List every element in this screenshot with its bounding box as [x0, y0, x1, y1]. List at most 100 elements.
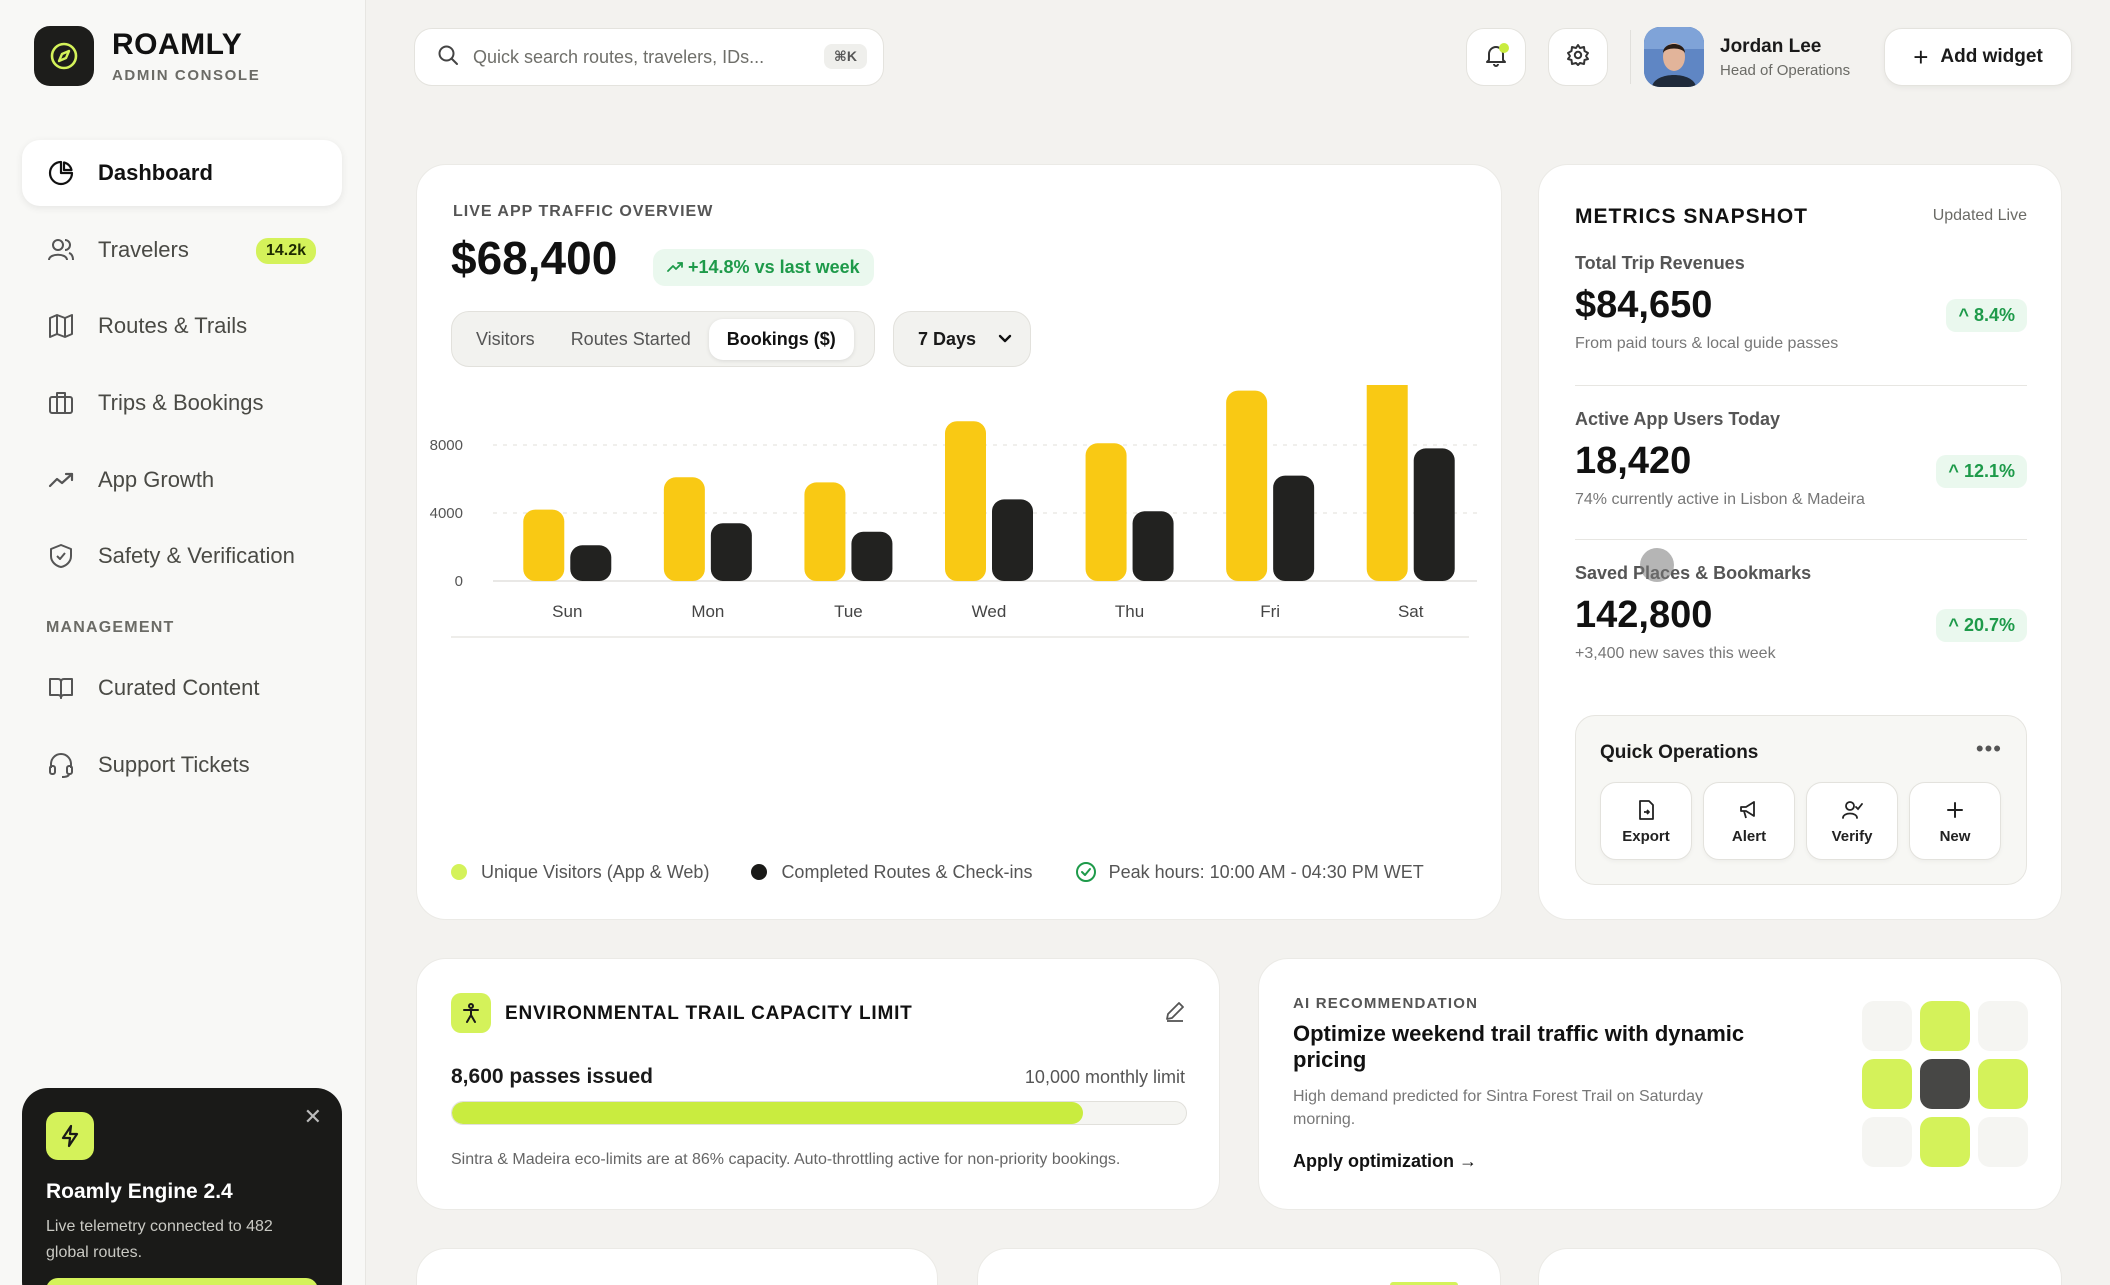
bar-visitors: [663, 477, 705, 581]
compass-logo-icon: [34, 26, 94, 86]
y-tick-label: 4000: [430, 505, 463, 522]
add-widget-label: Add widget: [1940, 46, 2043, 67]
bottom-card-3: [1538, 1248, 2062, 1285]
alert-button[interactable]: Alert: [1703, 782, 1795, 860]
x-tick-label: Sat: [1398, 602, 1424, 621]
search-input[interactable]: [473, 46, 813, 68]
metric-subtext: +3,400 new saves this week: [1575, 645, 1776, 662]
x-tick-label: Fri: [1260, 602, 1280, 621]
metric-delta-value: 20.7%: [1963, 615, 2015, 635]
apply-optimization-link[interactable]: Apply optimization →: [1293, 1151, 1477, 1171]
sidebar-item-safety[interactable]: Safety & Verification: [22, 523, 342, 589]
engine-title: Roamly Engine 2.4: [46, 1180, 233, 1203]
sidebar-item-dashboard[interactable]: Dashboard: [22, 140, 342, 206]
mouse-cursor: [1640, 548, 1674, 582]
shield-check-icon: [46, 541, 76, 571]
capacity-limit: 10,000 monthly limit: [1024, 1067, 1185, 1087]
bar-routes: [851, 531, 893, 581]
user-check-icon: [1841, 798, 1863, 822]
capacity-progress-fill: [452, 1102, 1084, 1124]
grid-cell: [1862, 1059, 1912, 1109]
metric-active-users: Active App Users Today 18,420 74% curren…: [1575, 409, 2027, 509]
chevron-up-icon: ^: [1958, 305, 1969, 325]
sidebar-item-app-growth[interactable]: App Growth: [22, 447, 342, 513]
grid-cell: [1920, 1117, 1970, 1167]
headset-icon: [46, 750, 76, 780]
x-tick-label: Sun: [552, 602, 582, 621]
metric-value: 142,800: [1575, 594, 1713, 636]
notifications-button[interactable]: [1466, 28, 1526, 86]
brand[interactable]: ROAMLY ADMIN CONSOLE: [34, 26, 260, 86]
capacity-title: ENVIRONMENTAL TRAIL CAPACITY LIMIT: [505, 1003, 913, 1024]
chart-legend: Unique Visitors (App & Web) Completed Ro…: [451, 861, 1466, 883]
travelers-count-badge: 14.2k: [255, 237, 316, 264]
user-profile[interactable]: Jordan Lee Head of Operations: [1644, 27, 1850, 87]
range-select[interactable]: 7 Days: [893, 311, 1031, 367]
metric-delta-badge: ^ 20.7%: [1936, 609, 2027, 642]
metric-tabs: Visitors Routes Started Bookings ($): [451, 311, 875, 367]
bar-visitors: [1366, 385, 1408, 581]
trail-capacity-card: ENVIRONMENTAL TRAIL CAPACITY LIMIT 8,600…: [416, 958, 1220, 1210]
y-tick-label: 12000: [421, 385, 463, 386]
close-icon[interactable]: ✕: [303, 1104, 322, 1129]
chevron-down-icon: [998, 330, 1012, 351]
metric-value: $84,650: [1575, 284, 1713, 326]
bottom-card-1: [416, 1248, 938, 1285]
search-icon: [437, 44, 459, 71]
sidebar-nav: Dashboard Travelers 14.2k Routes & Trail…: [22, 140, 342, 809]
metrics-title: METRICS SNAPSHOT: [1575, 205, 1809, 228]
sidebar-item-curated-content[interactable]: Curated Content: [22, 655, 342, 721]
sidebar-item-support-tickets[interactable]: Support Tickets: [22, 732, 342, 798]
sidebar-item-routes[interactable]: Routes & Trails: [22, 293, 342, 359]
verify-button[interactable]: Verify: [1806, 782, 1898, 860]
traffic-bar-chart: 0400080001200016000SunMonTueWedThuFriSat: [421, 385, 1477, 638]
sidebar-item-label: Support Tickets: [98, 752, 250, 778]
sidebar-item-label: Travelers: [98, 236, 189, 262]
plus-icon: +: [1913, 41, 1929, 72]
metric-saved-places: Saved Places & Bookmarks 142,800 +3,400 …: [1575, 563, 2027, 663]
add-widget-button[interactable]: + Add widget: [1884, 28, 2072, 86]
grid-cell: [1862, 1001, 1912, 1051]
metric-delta-value: 12.1%: [1963, 461, 2015, 481]
new-button[interactable]: New: [1909, 782, 2001, 860]
megaphone-icon: [1738, 798, 1760, 822]
tab-bookings[interactable]: Bookings ($): [708, 318, 854, 360]
ai-eyebrow: AI RECOMMENDATION: [1293, 995, 1479, 1012]
bar-visitors: [804, 482, 846, 581]
sidebar-item-trips[interactable]: Trips & Bookings: [22, 370, 342, 436]
grid-cell: [1920, 1059, 1970, 1109]
export-button[interactable]: Export: [1600, 782, 1692, 860]
metric-divider: [1575, 539, 2027, 540]
grid-cell: [1978, 1001, 2028, 1051]
chevron-up-icon: ^: [1948, 461, 1959, 481]
sidebar-item-label: Dashboard: [98, 160, 213, 185]
sidebar-item-travelers[interactable]: Travelers 14.2k: [22, 217, 342, 283]
ai-description: High demand predicted for Sintra Forest …: [1293, 1088, 1703, 1128]
settings-button[interactable]: [1548, 28, 1608, 86]
tab-visitors[interactable]: Visitors: [476, 328, 535, 349]
metric-value: 18,420: [1575, 440, 1692, 482]
traffic-value: $68,400: [451, 232, 618, 284]
y-tick-label: 8000: [430, 437, 463, 454]
pencil-icon[interactable]: [1163, 999, 1187, 1028]
bar-visitors: [1226, 390, 1268, 581]
users-icon: [46, 235, 76, 265]
bar-visitors: [1085, 443, 1127, 581]
legend-series-a: Unique Visitors (App & Web): [451, 862, 709, 883]
user-name: Jordan Lee: [1720, 35, 1822, 57]
tab-routes-started[interactable]: Routes Started: [570, 328, 691, 349]
trending-up-icon: [46, 465, 76, 495]
metrics-snapshot-card: METRICS SNAPSHOT Updated Live Total Trip…: [1538, 164, 2062, 920]
bar-visitors: [523, 509, 565, 581]
more-horizontal-icon[interactable]: •••: [1975, 736, 2002, 761]
search-bar[interactable]: ⌘K: [414, 28, 884, 86]
engine-status-card: ✕ Roamly Engine 2.4 Live telemetry conne…: [22, 1088, 342, 1285]
management-section-label: MANAGEMENT: [46, 619, 175, 637]
brand-subtitle: ADMIN CONSOLE: [112, 66, 261, 84]
map-icon: [46, 311, 76, 341]
legend-peak-hours: Peak hours: 10:00 AM - 04:30 PM WET: [1075, 861, 1424, 883]
legend-series-b: Completed Routes & Check-ins: [751, 862, 1033, 883]
ai-title: Optimize weekend trail traffic with dyna…: [1293, 1021, 1745, 1072]
legend-peak-text: Peak hours: 10:00 AM - 04:30 PM WET: [1108, 861, 1424, 882]
engine-action-button[interactable]: [46, 1278, 318, 1285]
